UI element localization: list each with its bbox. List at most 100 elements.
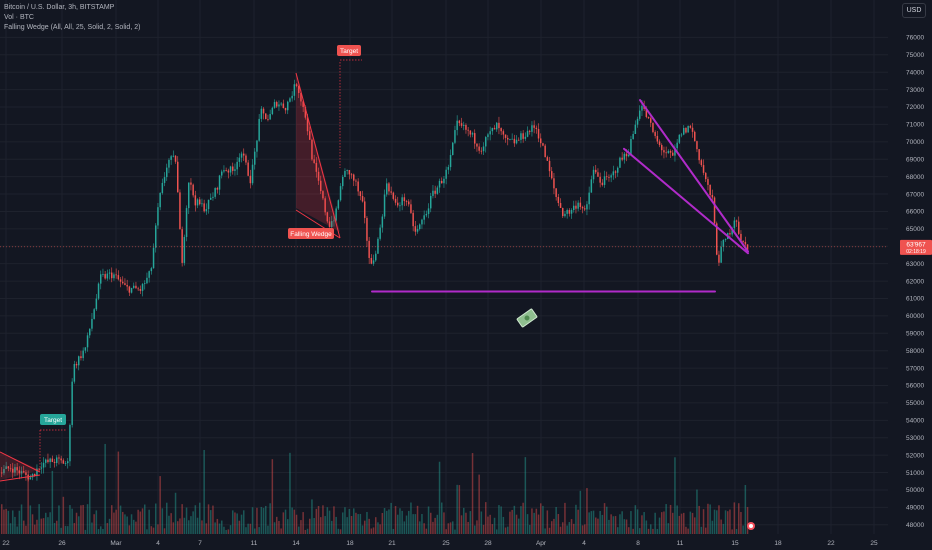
candle-body [698, 149, 700, 161]
candle-body [111, 272, 113, 279]
y-tick-label: 76000 [906, 35, 924, 42]
volume-bar [674, 457, 676, 534]
volume-bar [458, 485, 461, 534]
x-tick-label: 4 [156, 540, 160, 547]
candle-body [430, 195, 432, 209]
volume-bar [326, 507, 329, 534]
volume-bar [606, 506, 608, 534]
volume-bar [416, 505, 419, 534]
candle-body [630, 138, 632, 155]
volume-bar [650, 524, 652, 534]
volume-bar [216, 518, 219, 534]
volume-bar [91, 522, 93, 534]
volume-bar [544, 528, 546, 534]
indicator-legend: Falling Wedge (All, All, 25, Solid, 2, S… [4, 24, 141, 31]
candle-body [447, 167, 450, 170]
volume-bar [12, 510, 14, 534]
volume-bar [60, 527, 62, 534]
y-tick-label: 55000 [906, 400, 924, 407]
volume-bar [144, 504, 146, 534]
volume-bar [555, 507, 557, 534]
volume-bar [383, 508, 386, 534]
y-tick-label: 60000 [906, 313, 924, 320]
candle-body [608, 176, 610, 178]
volume-bar [540, 503, 542, 534]
y-tick-label: 51000 [906, 470, 924, 477]
volume-bar [469, 511, 472, 534]
volume-bar [698, 505, 700, 534]
candle-body [166, 167, 168, 178]
volume-bar [597, 518, 599, 534]
volume-bar [40, 518, 43, 534]
volume-bar [271, 459, 274, 534]
candle-body [443, 178, 445, 184]
candle-body [526, 130, 529, 137]
candle-body [509, 139, 511, 140]
volume-bar [223, 526, 225, 534]
candle-body [718, 254, 720, 263]
volume-bar [425, 528, 428, 534]
volume-bar [595, 517, 597, 534]
candle-body [368, 240, 370, 258]
candle-body [311, 139, 313, 160]
candle-body [669, 150, 672, 153]
volume-bar [137, 509, 139, 534]
candle-body [234, 169, 236, 171]
candle-body [465, 125, 467, 130]
candle-body [425, 213, 428, 216]
volume-bar [113, 512, 115, 534]
volume-bar [282, 512, 285, 534]
candle-body [449, 155, 452, 168]
volume-bar [533, 512, 535, 534]
volume-bar [630, 511, 632, 534]
candle-body [485, 137, 487, 147]
volume-bar [1, 504, 3, 534]
candle-body [267, 119, 269, 120]
volume-bar [320, 517, 322, 534]
volume-bar [535, 508, 538, 534]
candle-body [542, 143, 544, 146]
candle-body [744, 241, 747, 245]
volume-bar [724, 510, 727, 534]
candle-body [381, 216, 384, 228]
volume-bar [194, 505, 197, 534]
candle-body [641, 105, 643, 111]
candle-body [504, 134, 507, 138]
candle-body [588, 192, 590, 205]
volume-bar [73, 523, 76, 534]
candle-body [454, 130, 456, 143]
candle-body [254, 151, 256, 165]
candle-body [122, 281, 124, 284]
volume-bar [333, 506, 335, 534]
volume-bar [335, 516, 337, 534]
y-tick-label: 59000 [906, 331, 924, 338]
candle-body [667, 150, 670, 154]
volume-bar [102, 528, 104, 534]
volume-bar [293, 509, 296, 534]
candle-body [738, 221, 740, 234]
volume-bar [139, 511, 142, 534]
volume-bar [390, 502, 392, 534]
currency-button[interactable]: USD [902, 3, 926, 18]
volume-bar [38, 504, 40, 534]
volume-bar [645, 520, 648, 534]
volume-bar [225, 529, 227, 534]
candle-body [606, 176, 608, 178]
candle-body [540, 138, 542, 144]
volume-bar [676, 505, 678, 534]
candle-body [346, 170, 348, 171]
candle-body [623, 153, 626, 160]
candle-body [511, 138, 513, 140]
candle-body [562, 208, 564, 217]
candle-body [614, 171, 617, 173]
volume-bar [317, 505, 320, 534]
volume-bar [493, 517, 496, 534]
volume-bar [746, 507, 749, 534]
candle-body [139, 288, 142, 291]
candle-body [302, 101, 304, 107]
volume-bar [628, 527, 630, 534]
volume-bar [315, 508, 318, 534]
volume-bar [256, 507, 258, 534]
candle-body [650, 118, 652, 123]
